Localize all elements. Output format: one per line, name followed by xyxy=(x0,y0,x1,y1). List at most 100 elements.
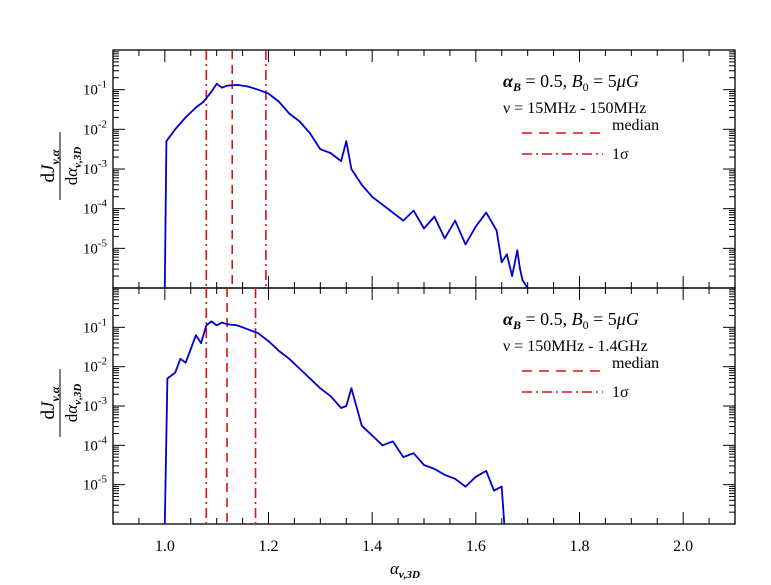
top-y-tick-exp: -5 xyxy=(98,237,108,249)
top-data-point xyxy=(221,86,223,89)
top-data-point xyxy=(210,90,213,93)
bottom-data-point xyxy=(371,434,373,437)
bottom-data-point xyxy=(423,464,425,466)
bottom-y-tick-label: 10-2 xyxy=(83,356,107,376)
bottom-data-point xyxy=(493,489,495,492)
bottom-data-point xyxy=(236,324,239,327)
top-y-tick-label: 10-1 xyxy=(83,79,107,99)
top-y-tick-label: 10-4 xyxy=(83,198,108,218)
top-y-label-alpha: α xyxy=(62,167,81,177)
bottom-data-point xyxy=(345,405,348,407)
top-data-point xyxy=(267,92,270,95)
top-legend-sigma-label: 1σ xyxy=(612,146,629,163)
bottom-data-point xyxy=(288,358,291,360)
bottom-g-symbol: G xyxy=(626,309,639,329)
bottom-y-tick-label: 10-1 xyxy=(83,316,107,336)
bottom-data-point xyxy=(402,456,405,458)
top-annotation-params: αB = 0.5, B0 = 5μG xyxy=(503,71,639,94)
bottom-y-tick-base: 10 xyxy=(83,399,98,415)
x-tick-label: 1.4 xyxy=(362,538,382,555)
bottom-y-tick-exp: -3 xyxy=(98,395,108,407)
x-tick-label: 2.0 xyxy=(673,538,693,555)
bottom-data-point xyxy=(278,350,280,352)
top-b-symbol: B xyxy=(572,71,583,91)
top-data-point xyxy=(495,229,498,232)
bottom-data-point xyxy=(485,470,488,472)
bottom-data-point xyxy=(257,332,259,335)
top-data-point xyxy=(371,195,373,198)
top-y-label-numerator: dJν,α xyxy=(38,149,62,182)
top-data-point xyxy=(500,261,503,264)
top-data-point xyxy=(454,219,456,222)
bottom-data-point xyxy=(184,361,187,364)
bottom-data-point xyxy=(166,377,169,380)
top-b-sub: 0 xyxy=(583,80,589,94)
top-data-point xyxy=(345,140,348,143)
top-y-tick-exp: -2 xyxy=(98,118,107,130)
bottom-b-symbol: B xyxy=(572,309,583,329)
top-annotation-freq: ν = 15MHz - 150MHz xyxy=(503,100,646,117)
bottom-y-tick-base: 10 xyxy=(83,320,98,336)
top-distribution-line xyxy=(163,82,529,289)
top-data-point xyxy=(433,215,436,218)
bottom-data-point xyxy=(392,440,394,443)
top-y-label-d: d xyxy=(38,172,59,182)
bottom-data-point xyxy=(267,340,270,342)
top-data-point xyxy=(278,100,280,103)
top-mu-symbol: μ xyxy=(616,71,626,91)
bottom-data-point xyxy=(412,452,415,455)
top-alpha-sub: B xyxy=(512,80,521,94)
top-y-tick-exp: -4 xyxy=(98,198,108,210)
top-data-point xyxy=(329,152,332,154)
bottom-data-point xyxy=(309,377,311,380)
top-y-tick-base: 10 xyxy=(83,162,98,178)
bottom-b-sub: 0 xyxy=(583,318,589,332)
top-data-point xyxy=(443,237,446,240)
bottom-y-label-j: J xyxy=(38,400,59,410)
top-y-tick-label: 10-3 xyxy=(83,158,108,178)
top-data-point xyxy=(184,116,187,119)
bottom-y-tick-label: 10-4 xyxy=(83,434,108,454)
top-data-point xyxy=(485,211,488,214)
top-y-tick-base: 10 xyxy=(83,241,98,257)
bottom-data-point xyxy=(195,334,197,337)
top-data-point xyxy=(165,140,168,143)
bottom-data-point xyxy=(164,523,166,525)
bottom-mu-symbol: μ xyxy=(616,309,626,329)
x-tick-label: 1.0 xyxy=(155,538,175,555)
bottom-y-label-den-sub: ν,3D xyxy=(72,384,84,405)
bottom-y-label-numerator: dJν,α xyxy=(38,386,62,419)
top-data-point xyxy=(392,211,394,214)
top-y-label-j: J xyxy=(38,163,59,173)
top-data-point xyxy=(412,209,415,212)
top-data-point xyxy=(226,84,228,87)
top-y-tick-base: 10 xyxy=(83,83,98,99)
bottom-data-point xyxy=(443,474,446,476)
bottom-y-tick-label: 10-3 xyxy=(83,395,108,415)
x-axis-label-sub: ν,3D xyxy=(399,569,420,581)
x-tick-label: 1.6 xyxy=(466,538,486,555)
top-data-point xyxy=(464,243,467,246)
bottom-data-point xyxy=(475,476,477,478)
top-panel: 10-110-210-310-410-5αB = 0.5, B0 = 5μGν … xyxy=(38,49,736,289)
top-data-point xyxy=(195,106,197,109)
bottom-y-tick-base: 10 xyxy=(83,360,98,376)
bottom-data-point xyxy=(464,485,467,488)
bottom-y-tick-exp: -5 xyxy=(98,474,108,486)
bottom-y-tick-exp: -1 xyxy=(98,316,107,328)
top-data-point xyxy=(298,120,301,123)
top-data-point xyxy=(350,168,353,170)
bottom-data-point xyxy=(361,424,363,427)
bottom-data-point xyxy=(246,328,249,331)
x-axis-label-alpha: α xyxy=(390,559,400,578)
top-data-point xyxy=(516,249,519,252)
bottom-data-point xyxy=(179,358,182,360)
top-data-point xyxy=(319,148,322,150)
top-data-point xyxy=(309,132,311,135)
top-data-point xyxy=(381,203,384,206)
bottom-legend-median-label: median xyxy=(612,355,659,372)
bottom-y-tick-label: 10-5 xyxy=(83,474,108,494)
top-data-point xyxy=(475,225,477,228)
